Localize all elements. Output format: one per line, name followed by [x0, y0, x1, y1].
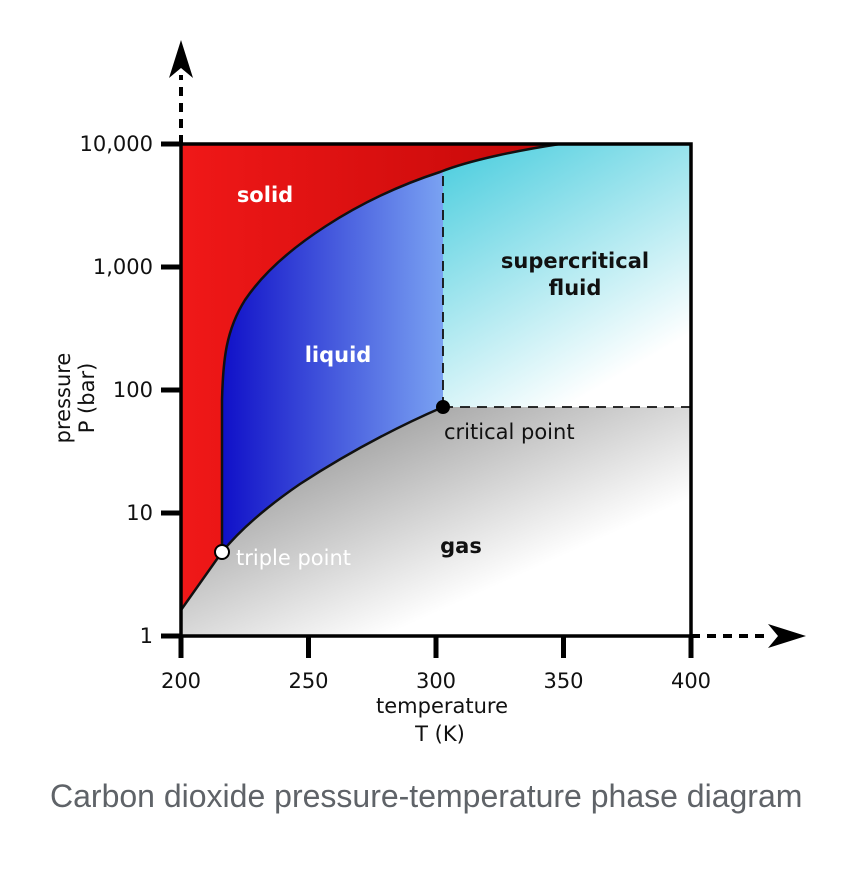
- solid-label: solid: [237, 183, 293, 207]
- x-axis-arrow-head: [768, 624, 806, 648]
- x-axis-title-line2: T (K): [414, 722, 465, 746]
- sublimation-melting-boundary: [181, 144, 561, 611]
- y-tick-label: 10,000: [80, 132, 153, 156]
- gas-label: gas: [440, 534, 482, 558]
- supercritical-label-line1: supercritical: [501, 249, 649, 273]
- critical-point-marker: [436, 400, 450, 414]
- supercritical-label-line2: fluid: [549, 276, 602, 300]
- triple-point-marker: [214, 544, 230, 560]
- y-tick-label: 10: [126, 501, 153, 525]
- liquid-label: liquid: [305, 343, 372, 367]
- x-tick-label: 350: [543, 669, 583, 693]
- phase-diagram: 1 10 100 1,000 10,000 200 250 300 350 400 pressu…: [51, 40, 806, 746]
- x-tick-label: 200: [161, 669, 201, 693]
- triple-point-label: triple point: [236, 546, 351, 570]
- solid-region: [181, 144, 560, 610]
- vaporization-boundary: [221, 405, 444, 553]
- y-axis-ticks: 1 10 100 1,000 10,000: [80, 132, 181, 648]
- y-tick-label: 1: [140, 624, 153, 648]
- supercritical-region: [443, 144, 691, 407]
- x-axis-title-line1: temperature: [376, 694, 508, 718]
- gas-region: [181, 407, 691, 636]
- y-axis-title-line2: P (bar): [75, 363, 99, 434]
- y-axis-title-line1: pressure: [51, 353, 75, 444]
- liquid-region: [222, 172, 443, 552]
- y-tick-label: 1,000: [93, 255, 153, 279]
- x-tick-label: 250: [288, 669, 328, 693]
- y-axis-arrow-head: [169, 40, 193, 78]
- figure-caption: Carbon dioxide pressure-temperature phas…: [50, 778, 803, 814]
- x-tick-label: 400: [671, 669, 711, 693]
- critical-point-label: critical point: [444, 420, 575, 444]
- x-tick-label: 300: [416, 669, 456, 693]
- y-axis-title: pressure P (bar): [51, 353, 99, 444]
- y-tick-label: 100: [113, 378, 153, 402]
- x-axis-ticks: 200 250 300 350 400: [161, 636, 711, 693]
